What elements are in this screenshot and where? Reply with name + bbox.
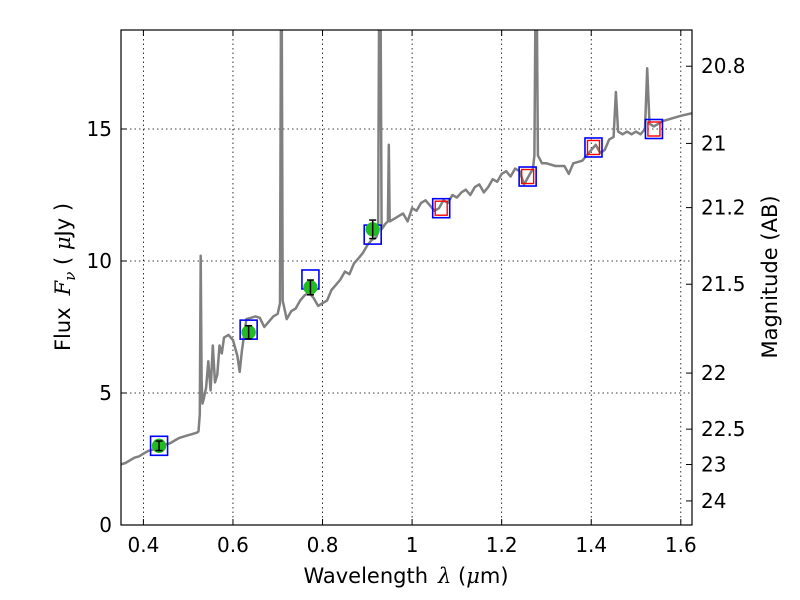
y2-tick-label: 22: [701, 361, 726, 385]
y-tick-label: 15: [87, 117, 112, 141]
model-inner-box: [520, 168, 535, 185]
y2-tick-label: 22.5: [701, 417, 746, 441]
x-tick-label: 0.4: [127, 533, 159, 557]
model-box: [584, 137, 603, 158]
plot-frame: [120, 29, 693, 526]
x-axis-label: Wavelength λ (μm): [303, 564, 508, 588]
spectrum-line: [121, 30, 692, 466]
x-tick-label: 0.6: [217, 533, 249, 557]
y2-tick-label: 21: [701, 131, 726, 155]
model-box: [644, 118, 664, 140]
y-axis-left: 0 5 10 15: [87, 117, 127, 537]
model-box: [518, 166, 537, 187]
photometry-points: [151, 219, 380, 454]
model-points: [149, 118, 664, 457]
x-tick-label: 1.4: [575, 533, 607, 557]
model-box: [149, 435, 169, 457]
x-axis: 0.4 0.6 0.8 1 1.2 1.4 1.6: [127, 30, 697, 557]
model-inner-box: [434, 200, 448, 216]
y2-tick-label: 20.8: [701, 54, 746, 78]
y2-tick-label: 24: [701, 489, 726, 513]
plot-area: [121, 30, 692, 466]
x-tick-label: 1.2: [486, 533, 518, 557]
x-tick-label: 1.6: [665, 533, 697, 557]
y-axis-right: 20.8 21 21.2 21.5 22 22.5 23 24: [686, 54, 746, 513]
y2-tick-label: 21.5: [701, 272, 746, 296]
y2-tick-label: 23: [701, 453, 726, 477]
x-tick-label: 0.8: [307, 533, 339, 557]
y-tick-label: 5: [99, 381, 112, 405]
model-box: [431, 197, 451, 219]
model-inner-box: [647, 121, 661, 137]
model-inner-box: [586, 139, 601, 156]
y-tick-label: 0: [99, 513, 112, 537]
y-tick-label: 10: [87, 249, 112, 273]
grid-lines: [121, 30, 692, 526]
x-tick-label: 1: [406, 533, 419, 557]
y-axis-label: FluxFν ( μJy ): [51, 203, 79, 351]
y2-axis-label: Magnitude (AB): [758, 195, 782, 358]
y2-tick-label: 21.2: [701, 196, 746, 220]
